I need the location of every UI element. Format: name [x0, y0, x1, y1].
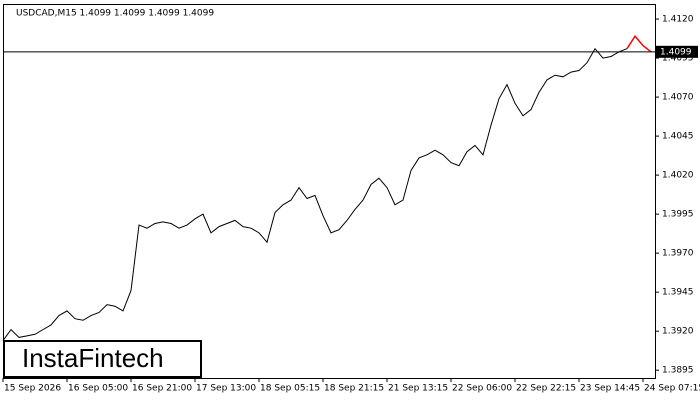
- y-tick-label: 1.3995: [662, 210, 694, 220]
- x-tick-label: 17 Sep 13:00: [196, 384, 256, 394]
- price-line: [626, 34, 652, 53]
- y-tick-label: 1.4120: [662, 15, 694, 25]
- y-tick-label: 1.4095: [662, 54, 694, 64]
- x-tick-label: 24 Sep 07:15: [644, 384, 700, 394]
- x-tick-label: 22 Sep 06:00: [452, 384, 512, 394]
- x-tick-label: 21 Sep 13:15: [388, 384, 448, 394]
- price-line: [2, 47, 628, 341]
- last-price-label: 1.4099: [660, 47, 692, 57]
- y-tick-label: 1.4020: [662, 171, 694, 181]
- y-tick-label: 1.3970: [662, 249, 694, 259]
- y-tick-label: 1.3920: [662, 327, 694, 337]
- chart-title: USDCAD,M15 1.4099 1.4099 1.4099 1.4099: [16, 9, 214, 19]
- y-tick-label: 1.3895: [662, 366, 694, 376]
- y-tick-label: 1.4045: [662, 132, 694, 142]
- last-price-box: [656, 45, 698, 58]
- logo-box: [3, 340, 202, 378]
- x-tick-label: 16 Sep 05:00: [68, 384, 128, 394]
- plot-frame: [3, 4, 656, 379]
- x-tick-label: 18 Sep 05:15: [260, 384, 320, 394]
- x-tick-label: 22 Sep 22:15: [516, 384, 576, 394]
- x-tick-label: 18 Sep 21:15: [324, 384, 384, 394]
- y-tick-label: 1.3945: [662, 288, 694, 298]
- x-tick-label: 23 Sep 14:45: [580, 384, 640, 394]
- logo: InstaFintech: [22, 343, 164, 373]
- x-tick-label: 16 Sep 21:00: [132, 384, 192, 394]
- x-tick-label: 15 Sep 2026: [4, 384, 61, 394]
- y-tick-label: 1.4070: [662, 93, 694, 103]
